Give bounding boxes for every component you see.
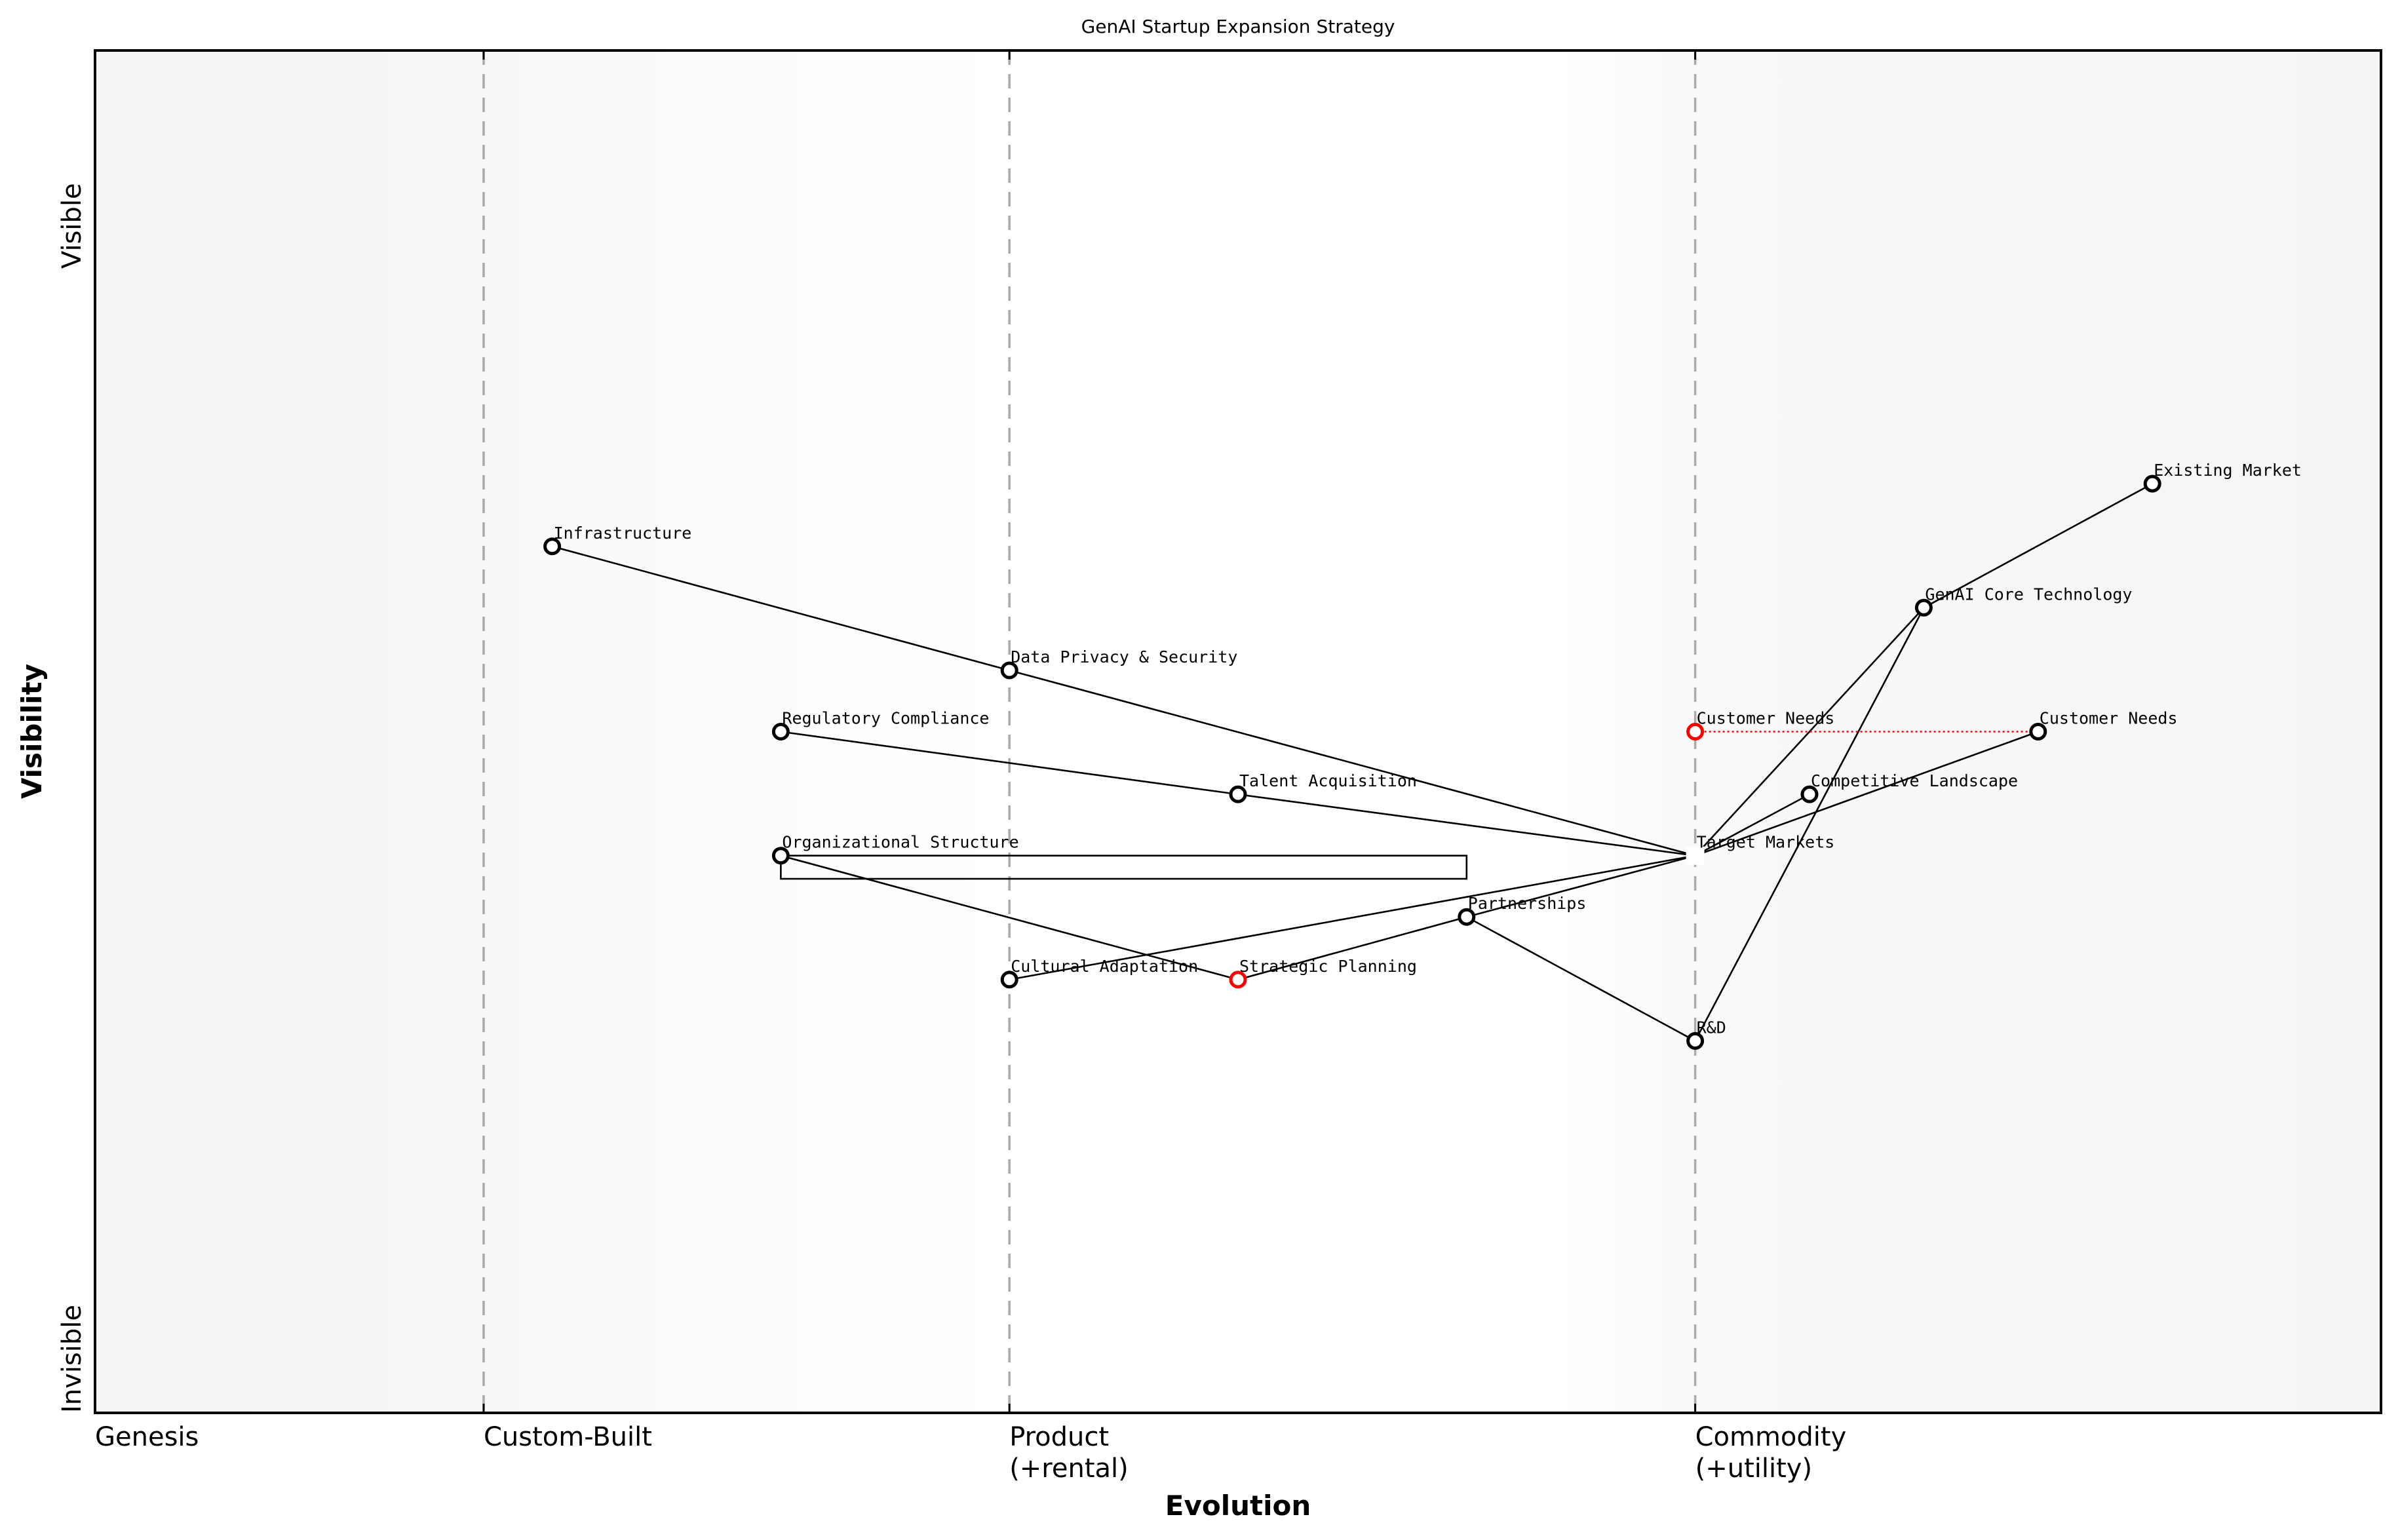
component-marker-icon [1686, 1031, 1705, 1050]
y-axis-ticks: Invisible Visible [57, 183, 87, 1413]
component-existing_market[interactable]: Existing Market [2143, 461, 2302, 493]
component-marker-icon [2029, 723, 2047, 741]
component-infrastructure[interactable]: Infrastructure [543, 524, 692, 556]
component-marker-icon [1686, 846, 1705, 865]
component-marker-icon [771, 847, 790, 865]
component-org_structure[interactable]: Organizational Structure [771, 833, 1019, 865]
link-infrastructure-to-data_privacy [552, 545, 1010, 672]
y-tick-label-1: Visible [57, 183, 87, 269]
component-partnerships[interactable]: Partnerships [1458, 894, 1587, 926]
component-label: Existing Market [2154, 461, 2302, 480]
plot-frame [94, 49, 2382, 1414]
link-strategic-to-partnerships [1237, 915, 1467, 981]
y-tick-label-0: Invisible [57, 1305, 87, 1413]
link-target_markets-to-genai_core [1694, 607, 1925, 857]
component-regulatory[interactable]: Regulatory Compliance [771, 709, 989, 741]
component-links [552, 482, 2153, 1042]
link-regulatory-to-talent [781, 731, 1239, 796]
component-label: Cultural Adaptation [1011, 957, 1198, 976]
component-marker-icon [543, 537, 562, 556]
component-label: Competitive Landscape [1811, 771, 2018, 790]
annotation-box-0 [780, 855, 1468, 880]
link-genai_core-to-existing_market [1923, 482, 2153, 609]
chart-title: GenAI Startup Expansion Strategy [1081, 16, 1395, 37]
link-partnerships-to-target_markets [1466, 855, 1695, 918]
component-rnd[interactable]: R&D [1686, 1018, 1726, 1050]
component-marker-icon [1229, 785, 1247, 803]
x-axis-ticks: Genesis Custom-Built Product (+rental) Commo… [95, 1422, 1846, 1484]
y-axis-title: Visibility [16, 664, 48, 799]
component-label: Organizational Structure [782, 833, 1018, 852]
component-label: Customer Needs [1697, 709, 1835, 728]
component-marker-icon [2143, 474, 2161, 493]
component-label: Data Privacy & Security [1011, 647, 1237, 666]
component-label: Target Markets [1697, 833, 1835, 852]
component-marker-icon [1914, 598, 1933, 617]
component-marker-icon [1000, 971, 1018, 989]
component-marker-icon [1000, 661, 1018, 680]
component-marker-icon [1686, 723, 1705, 741]
component-label: Customer Needs [2040, 709, 2178, 728]
x-tick-label-2: Product (+rental) [1009, 1422, 1129, 1484]
component-cultural[interactable]: Cultural Adaptation [1000, 957, 1198, 989]
component-competitive[interactable]: Competitive Landscape [1800, 771, 2018, 803]
link-org_structure-to-strategic [781, 855, 1239, 981]
component-data_privacy[interactable]: Data Privacy & Security [1000, 647, 1237, 680]
component-strategic[interactable]: Strategic Planning [1229, 957, 1417, 989]
link-target_markets-to-competitive [1694, 793, 1810, 857]
x-axis-title: Evolution [1165, 1490, 1311, 1522]
link-target_markets-to-customer_needs [1695, 731, 2039, 857]
component-label: R&D [1697, 1018, 1726, 1037]
component-label: GenAI Core Technology [1925, 585, 2132, 604]
stage-lines [482, 50, 1697, 1413]
annotation-boxes [780, 855, 1468, 880]
link-cultural-to-target_markets [1009, 855, 1695, 981]
component-marker-icon [1229, 971, 1247, 989]
component-marker-icon [1800, 785, 1819, 803]
component-marker-icon [1458, 908, 1476, 926]
component-label: Infrastructure [554, 524, 692, 543]
component-genai_core[interactable]: GenAI Core Technology [1914, 585, 2132, 617]
component-label: Regulatory Compliance [782, 709, 989, 728]
component-label: Partnerships [1468, 894, 1587, 913]
link-rnd-to-genai_core [1694, 607, 1925, 1042]
component-customer_needs_old[interactable]: Customer Needs [1686, 709, 1835, 741]
link-data_privacy-to-target_markets [1009, 669, 1695, 857]
x-tick-label-1: Custom-Built [484, 1422, 652, 1452]
link-talent-to-target_markets [1237, 793, 1695, 857]
components: Existing Market Infrastructure GenAI Core … [543, 461, 2302, 1050]
component-target_markets[interactable]: Target Markets [1686, 833, 1835, 865]
x-tick-label-3: Commodity (+utility) [1695, 1422, 1847, 1484]
component-label: Strategic Planning [1239, 957, 1417, 976]
component-marker-icon [771, 723, 790, 741]
component-talent[interactable]: Talent Acquisition [1229, 771, 1417, 803]
component-customer_needs[interactable]: Customer Needs [2029, 709, 2178, 741]
component-label: Talent Acquisition [1239, 771, 1417, 790]
x-tick-label-0: Genesis [95, 1422, 199, 1452]
link-partnerships-to-rnd [1466, 916, 1696, 1042]
